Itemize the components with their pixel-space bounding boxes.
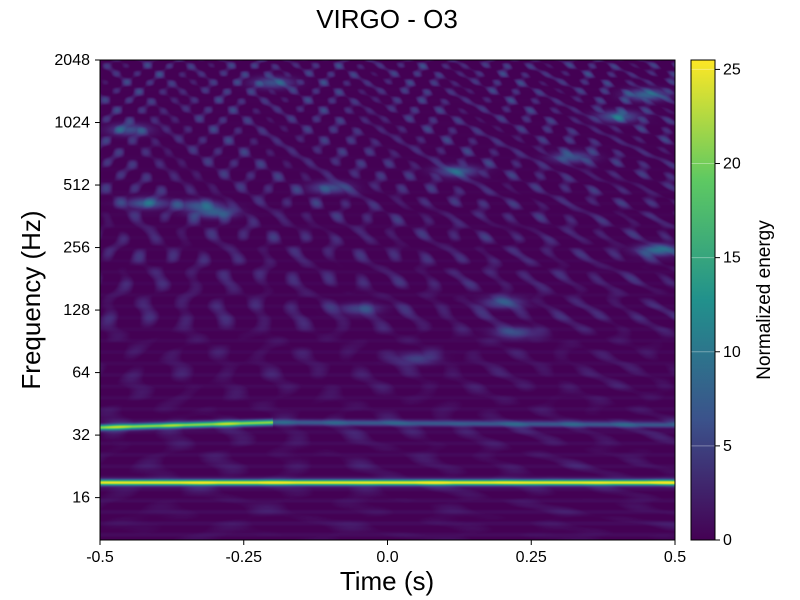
- y-tick-label: 256: [63, 240, 90, 257]
- x-tick-label: 0.25: [516, 549, 547, 566]
- colorbar-tick-label: 20: [723, 156, 741, 173]
- y-axis-label: Frequency (Hz): [16, 210, 46, 389]
- y-tick-label: 128: [63, 302, 90, 319]
- colorbar-tick-label: 10: [723, 344, 741, 361]
- x-axis-label: Time (s): [340, 566, 434, 596]
- colorbar: 0 5 10 15 20 25 Normalized energy: [690, 59, 775, 549]
- x-tick-label: -0.5: [86, 549, 114, 566]
- chart-title: VIRGO - O3: [316, 4, 458, 34]
- colorbar-tick-label: 25: [723, 61, 741, 78]
- colorbar-tick-label: 5: [723, 438, 732, 455]
- x-axis-ticks: -0.5 -0.25 0.0 0.25 0.5: [86, 540, 686, 566]
- y-axis-ticks: 16 32 64 128 256 512 1024 2048: [54, 52, 100, 507]
- colorbar-ticks: 0 5 10 15 20 25: [715, 61, 741, 549]
- y-tick-label: 512: [63, 177, 90, 194]
- colorbar-label: Normalized energy: [754, 220, 775, 380]
- y-tick-label: 2048: [54, 52, 90, 69]
- x-tick-label: 0.0: [376, 549, 398, 566]
- y-tick-label: 16: [72, 490, 90, 507]
- y-tick-label: 64: [72, 365, 90, 382]
- colorbar-frame: [690, 59, 716, 541]
- x-tick-label: 0.5: [664, 549, 686, 566]
- colorbar-tick-label: 15: [723, 250, 741, 267]
- y-tick-label: 32: [72, 427, 90, 444]
- colorbar-gridlines: [691, 68, 715, 447]
- y-tick-label: 1024: [54, 115, 90, 132]
- colorbar-tick-label: 0: [723, 532, 732, 549]
- heatmap-image: [100, 60, 675, 540]
- spectrogram-plot-area: -0.5 -0.25 0.0 0.25 0.5 16 32 64 128 256 512 1024 2…: [54, 52, 686, 566]
- colorbar-gradient: [691, 60, 715, 540]
- x-tick-label: -0.25: [226, 549, 263, 566]
